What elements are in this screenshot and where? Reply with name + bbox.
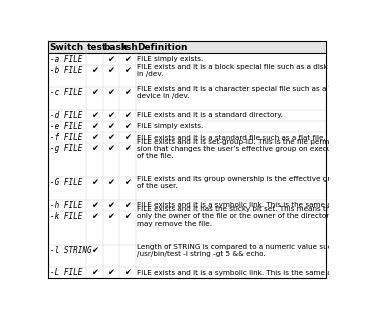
Text: FILE exists and it is a symbolic link. This is the same as -L.: FILE exists and it is a symbolic link. T… (137, 202, 346, 208)
Text: ✔: ✔ (124, 122, 131, 131)
Text: test: test (87, 43, 107, 52)
Text: ✔: ✔ (107, 88, 114, 97)
Text: Length of STRING is compared to a numeric value such as
/usr/bin/test -l string : Length of STRING is compared to a numeri… (137, 244, 346, 257)
Bar (49, 41, 326, 53)
Text: ✔: ✔ (107, 212, 114, 221)
Text: -k FILE: -k FILE (50, 212, 82, 221)
Text: Switch: Switch (50, 43, 84, 52)
Text: Definition: Definition (137, 43, 187, 52)
Text: ✔: ✔ (91, 178, 98, 187)
Text: FILE exists and its group ownership is the effective group ID
of the user.: FILE exists and its group ownership is t… (137, 176, 354, 189)
Text: ✔: ✔ (124, 55, 131, 63)
Text: -l STRING: -l STRING (50, 246, 91, 255)
Text: ✔: ✔ (107, 111, 114, 120)
Text: -h FILE: -h FILE (50, 201, 82, 210)
Text: ✔: ✔ (107, 122, 114, 131)
Text: ✔: ✔ (91, 144, 98, 154)
Text: ✔: ✔ (107, 178, 114, 187)
Text: ✔: ✔ (107, 144, 114, 154)
Text: -f FILE: -f FILE (50, 133, 82, 142)
Text: ✔: ✔ (107, 201, 114, 210)
Text: -d FILE: -d FILE (50, 111, 82, 120)
Text: -b FILE: -b FILE (50, 66, 82, 75)
Text: -e FILE: -e FILE (50, 122, 82, 131)
Text: FILE exists and it is a block special file such as a disk device
in /dev.: FILE exists and it is a block special fi… (137, 64, 354, 77)
Text: ✔: ✔ (124, 201, 131, 210)
Text: FILE simply exists.: FILE simply exists. (137, 56, 203, 62)
Text: ✔: ✔ (124, 268, 131, 277)
Text: ✔: ✔ (107, 133, 114, 142)
Text: ✔: ✔ (124, 111, 131, 120)
Text: ✔: ✔ (107, 268, 114, 277)
Text: FILE exists and it is a standard file such as a flat file.: FILE exists and it is a standard file su… (137, 135, 326, 141)
Text: ✔: ✔ (124, 144, 131, 154)
Text: ✔: ✔ (91, 133, 98, 142)
Text: ✔: ✔ (91, 66, 98, 75)
Text: FILE exists and it is a character special file such as a TTY
device in /dev.: FILE exists and it is a character specia… (137, 86, 342, 100)
Text: bash: bash (104, 43, 128, 52)
Text: ✔: ✔ (91, 212, 98, 221)
Text: -a FILE: -a FILE (50, 55, 82, 63)
Text: FILE simply exists.: FILE simply exists. (137, 123, 203, 129)
Text: ✔: ✔ (91, 88, 98, 97)
Text: ✔: ✔ (91, 246, 98, 255)
Text: ✔: ✔ (91, 201, 98, 210)
Text: ✔: ✔ (91, 111, 98, 120)
Text: FILE exists and it is a standard directory.: FILE exists and it is a standard directo… (137, 112, 283, 118)
Text: ✔: ✔ (107, 66, 114, 75)
Text: -c FILE: -c FILE (50, 88, 82, 97)
Text: ✔: ✔ (124, 133, 131, 142)
Text: ✔: ✔ (124, 178, 131, 187)
Text: ✔: ✔ (107, 55, 114, 63)
Text: -g FILE: -g FILE (50, 144, 82, 154)
Text: ✔: ✔ (124, 88, 131, 97)
Text: ✔: ✔ (91, 122, 98, 131)
Text: ✔: ✔ (124, 66, 131, 75)
Text: -G FILE: -G FILE (50, 178, 82, 187)
Text: FILE exists and it is a symbolic link. This is the same as -h.: FILE exists and it is a symbolic link. T… (137, 270, 347, 276)
Text: ✔: ✔ (124, 212, 131, 221)
Text: ksh: ksh (120, 43, 138, 52)
Text: FILE exists and it has the sticky bit set. This means that
only the owner of the: FILE exists and it has the sticky bit se… (137, 206, 338, 227)
Text: FILE exists and it is set-group-ID. This is the file permis-
sion that changes t: FILE exists and it is set-group-ID. This… (137, 139, 345, 159)
Text: ✔: ✔ (91, 268, 98, 277)
Text: -L FILE: -L FILE (50, 268, 82, 277)
